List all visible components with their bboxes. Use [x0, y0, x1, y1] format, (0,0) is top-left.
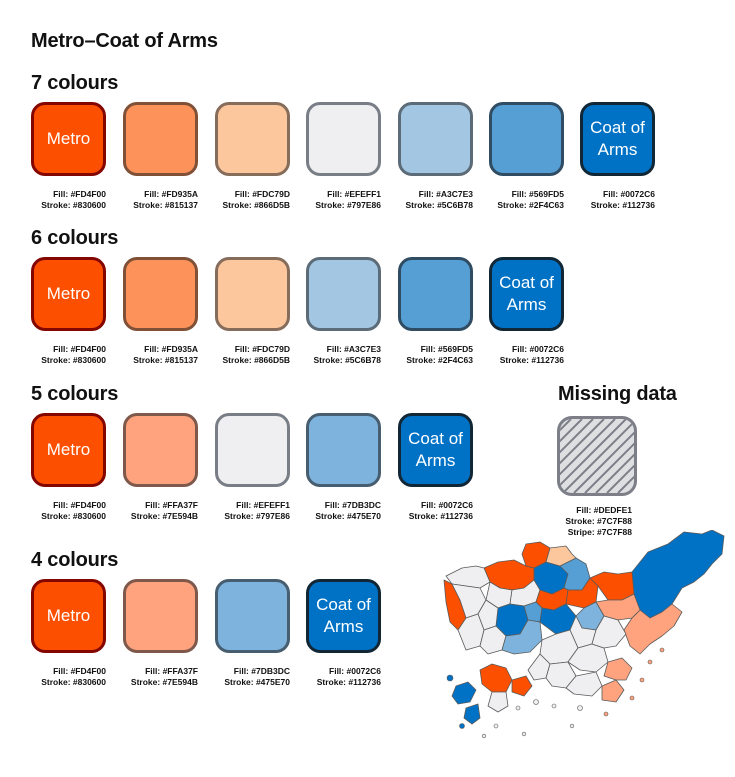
caption-5-2: Fill: #FFA37F Stroke: #7E594B: [130, 500, 198, 521]
swatch-5-5: Coat of Arms: [398, 413, 473, 487]
map-island: [493, 723, 499, 729]
caption-4-4: Fill: #0072C6 Stroke: #112736: [316, 666, 381, 687]
map-island: [647, 659, 653, 665]
hatch-stripe: [606, 464, 634, 493]
group-heading-7: 7 colours: [31, 72, 119, 94]
caption-7-7: Fill: #0072C6 Stroke: #112736: [590, 189, 655, 210]
caption-4-1: Fill: #FD4F00 Stroke: #830600: [41, 666, 106, 687]
swatch-6-3: [215, 257, 290, 331]
caption-6-4: Fill: #A3C7E3 Stroke: #5C6B78: [313, 344, 381, 365]
caption-6-6: Fill: #0072C6 Stroke: #112736: [499, 344, 564, 365]
hatch-stripe: [560, 419, 583, 443]
map-island: [533, 699, 539, 705]
swatch-5-3: [215, 413, 290, 487]
swatch-5-1: Metro: [31, 413, 106, 487]
swatch-7-3: [215, 102, 290, 176]
hatch-stripe: [617, 475, 634, 493]
hatch-stripe: [562, 420, 634, 493]
swatch-6-1: Metro: [31, 257, 106, 331]
map-region: [463, 703, 481, 725]
map-region: [511, 675, 533, 697]
swatch-5-4: [306, 413, 381, 487]
missing-data-caption: Fill: #DEDFE1 Stroke: #7C7F88 Stripe: #7…: [565, 505, 632, 537]
map-region: [545, 545, 577, 567]
caption-5-3: Fill: #EFEFF1 Stroke: #797E86: [224, 500, 290, 521]
swatch-4-4: Coat of Arms: [306, 579, 381, 653]
missing-data-swatch: [557, 416, 637, 496]
caption-7-5: Fill: #A3C7E3 Stroke: #5C6B78: [405, 189, 473, 210]
map-island: [446, 674, 454, 682]
caption-6-3: Fill: #FDC79D Stroke: #866D5B: [222, 344, 290, 365]
hatch-stripe: [584, 442, 634, 493]
map-island: [629, 695, 635, 701]
hatch-stripe: [560, 419, 572, 432]
caption-4-3: Fill: #7DB3DC Stroke: #475E70: [224, 666, 290, 687]
map-region: [479, 663, 513, 693]
hatch-stripe: [560, 419, 616, 476]
map-island: [515, 705, 521, 711]
map-island: [551, 703, 557, 709]
map-region: [565, 577, 599, 609]
map-region: [487, 691, 509, 713]
hatch-stripe: [573, 431, 634, 493]
swatch-6-5: [398, 257, 473, 331]
map-island: [639, 677, 645, 683]
caption-6-1: Fill: #FD4F00 Stroke: #830600: [41, 344, 106, 365]
map-island: [569, 723, 575, 729]
caption-4-2: Fill: #FFA37F Stroke: #7E594B: [130, 666, 198, 687]
caption-6-2: Fill: #FD935A Stroke: #815137: [133, 344, 198, 365]
group-heading-4: 4 colours: [31, 549, 119, 571]
caption-7-2: Fill: #FD935A Stroke: #815137: [133, 189, 198, 210]
map-island: [603, 711, 609, 717]
map-region: [603, 657, 633, 681]
swatch-4-3: [215, 579, 290, 653]
hatch-stripe: [560, 419, 594, 454]
caption-7-6: Fill: #569FD5 Stroke: #2F4C63: [497, 189, 564, 210]
swatch-7-1: Metro: [31, 102, 106, 176]
swatch-5-2: [123, 413, 198, 487]
map-region: [521, 541, 551, 569]
caption-7-4: Fill: #EFEFF1 Stroke: #797E86: [315, 189, 381, 210]
swatch-4-1: Metro: [31, 579, 106, 653]
swatch-6-6: Coat of Arms: [489, 257, 564, 331]
caption-7-1: Fill: #FD4F00 Stroke: #830600: [41, 189, 106, 210]
map-island: [459, 723, 465, 729]
example-map: [443, 530, 725, 739]
map-region: [565, 671, 603, 697]
missing-data-heading: Missing data: [558, 383, 677, 405]
swatch-7-4: [306, 102, 381, 176]
map-region: [527, 653, 551, 681]
swatch-6-4: [306, 257, 381, 331]
map-region: [631, 530, 725, 619]
caption-7-3: Fill: #FDC79D Stroke: #866D5B: [222, 189, 290, 210]
swatch-4-2: [123, 579, 198, 653]
map-region: [451, 681, 477, 705]
group-heading-5: 5 colours: [31, 383, 119, 405]
swatch-7-2: [123, 102, 198, 176]
map-region: [601, 679, 625, 703]
hatch-stripe: [560, 419, 605, 465]
hatch-stripe: [560, 419, 627, 487]
caption-5-1: Fill: #FD4F00 Stroke: #830600: [41, 500, 106, 521]
swatch-7-6: [489, 102, 564, 176]
swatch-7-5: [398, 102, 473, 176]
caption-6-5: Fill: #569FD5 Stroke: #2F4C63: [406, 344, 473, 365]
caption-5-4: Fill: #7DB3DC Stroke: #475E70: [315, 500, 381, 521]
map-region: [591, 615, 627, 649]
map-island: [481, 733, 487, 739]
caption-5-5: Fill: #0072C6 Stroke: #112736: [408, 500, 473, 521]
map-island: [521, 731, 527, 737]
page-title: Metro–Coat of Arms: [31, 30, 218, 52]
swatch-7-7: Coat of Arms: [580, 102, 655, 176]
group-heading-6: 6 colours: [31, 227, 119, 249]
map-island: [577, 705, 583, 711]
map-island: [659, 647, 665, 653]
swatch-6-2: [123, 257, 198, 331]
hatch-stripe: [595, 453, 634, 493]
hatch-pattern: [560, 419, 634, 493]
